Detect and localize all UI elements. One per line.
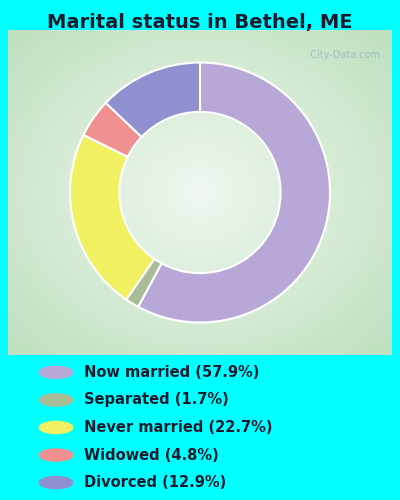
Wedge shape <box>106 62 200 137</box>
Text: Never married (22.7%): Never married (22.7%) <box>84 420 272 435</box>
Circle shape <box>39 394 73 406</box>
Circle shape <box>39 449 73 461</box>
Wedge shape <box>70 135 154 300</box>
Text: Separated (1.7%): Separated (1.7%) <box>84 392 229 407</box>
Circle shape <box>39 422 73 434</box>
Text: Widowed (4.8%): Widowed (4.8%) <box>84 448 219 462</box>
Text: Divorced (12.9%): Divorced (12.9%) <box>84 475 226 490</box>
Wedge shape <box>138 62 330 322</box>
Text: Now married (57.9%): Now married (57.9%) <box>84 365 259 380</box>
Text: Marital status in Bethel, ME: Marital status in Bethel, ME <box>47 13 353 32</box>
Circle shape <box>39 476 73 488</box>
Wedge shape <box>126 259 162 307</box>
Circle shape <box>39 366 73 378</box>
Wedge shape <box>84 103 142 157</box>
Text: City-Data.com: City-Data.com <box>304 50 380 59</box>
